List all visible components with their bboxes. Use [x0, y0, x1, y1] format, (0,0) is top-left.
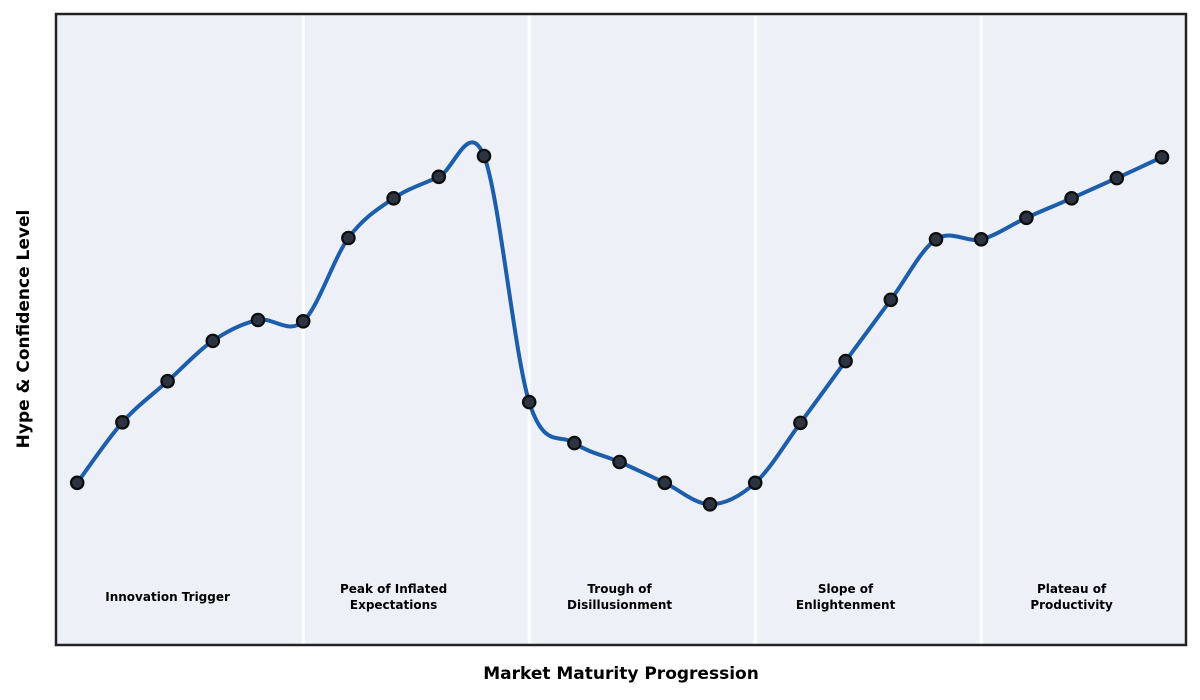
- data-point-marker: [612, 454, 627, 470]
- y-axis-label: Hype & Confidence Level: [14, 209, 34, 449]
- phase-label-3: Trough of Disillusionment: [567, 582, 673, 612]
- data-point-marker: [1109, 170, 1125, 186]
- phase-label-5: Plateau of Productivity: [1030, 582, 1113, 612]
- data-point-marker: [341, 230, 356, 246]
- data-point-marker: [250, 312, 266, 328]
- data-point-marker: [386, 191, 401, 206]
- data-point-marker: [928, 232, 944, 247]
- phase-label-1: Innovation Trigger: [105, 590, 230, 604]
- phase-label-4: Slope of Enlightenment: [795, 582, 896, 612]
- hype-curve-line: [75, 140, 1164, 507]
- data-point-marker: [747, 475, 763, 491]
- data-point-marker: [160, 373, 175, 389]
- plot-area: [56, 14, 1186, 645]
- data-point-marker: [431, 169, 447, 185]
- phase-label-2: Peak of Inflated Expectations: [339, 582, 448, 612]
- plot-border: [54, 12, 1188, 647]
- data-point-marker: [883, 292, 899, 308]
- x-axis-label: Market Maturity Progression: [483, 664, 759, 684]
- data-point-marker: [115, 414, 130, 430]
- data-point-marker: [657, 475, 673, 491]
- data-point-marker: [295, 313, 311, 329]
- data-point-marker: [1154, 149, 1170, 165]
- data-point-marker: [1064, 191, 1079, 206]
- data-point-marker: [521, 394, 537, 410]
- data-point-marker: [793, 415, 808, 431]
- data-point-marker: [69, 475, 85, 491]
- data-point-marker: [205, 333, 221, 349]
- data-point-marker: [702, 496, 718, 512]
- data-point-marker: [476, 148, 492, 164]
- data-point-marker: [567, 435, 582, 451]
- data-point-marker: [838, 353, 853, 369]
- data-point-marker: [1019, 210, 1034, 226]
- data-point-marker: [973, 232, 989, 247]
